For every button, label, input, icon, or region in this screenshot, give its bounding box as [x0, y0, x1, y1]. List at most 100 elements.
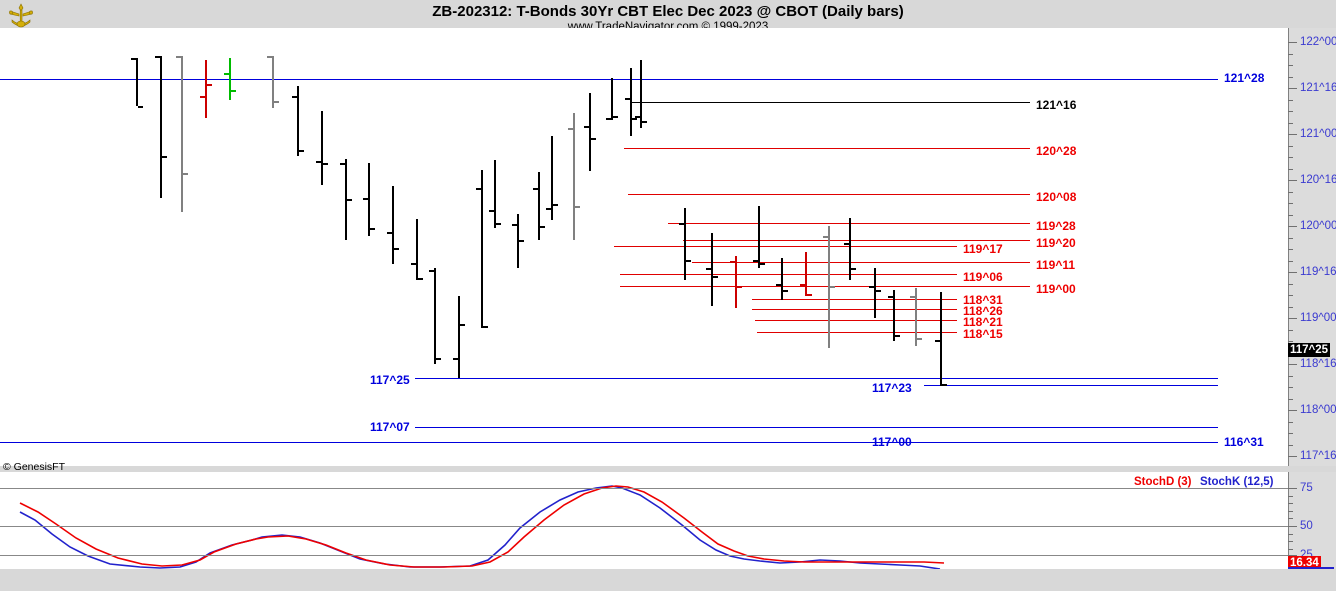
ohlc-open-tick: [706, 268, 711, 270]
level-line[interactable]: [683, 240, 1030, 241]
level-line[interactable]: [415, 378, 1218, 379]
ohlc-close-tick: [737, 286, 742, 288]
level-line[interactable]: [692, 262, 1030, 263]
price-axis-tick: [1288, 226, 1297, 227]
price-axis-minor-tick: [1288, 306, 1293, 308]
price-chart-pane[interactable]: 121^28 121^16 120^28 120^08 119^28 119^20 119^…: [0, 28, 1288, 466]
price-axis-tick: [1288, 318, 1297, 319]
level-line[interactable]: [0, 79, 1218, 80]
ohlc-bar: [458, 296, 460, 378]
ohlc-close-tick: [138, 106, 143, 108]
level-line[interactable]: [628, 194, 1030, 195]
pane-divider: [0, 466, 1336, 472]
ohlc-bar: [481, 170, 483, 328]
ohlc-close-tick: [851, 268, 856, 270]
trade-navigator-logo: [6, 2, 36, 30]
level-line[interactable]: [415, 427, 1218, 428]
ohlc-close-tick: [519, 240, 524, 242]
level-line[interactable]: [757, 332, 957, 333]
level-label: 119^28: [1036, 219, 1076, 233]
date-axis: Aug-23Sep-23Oct-23: [0, 569, 1336, 591]
ohlc-open-tick: [489, 210, 494, 212]
level-line[interactable]: [924, 385, 1218, 386]
price-axis-tick: [1288, 410, 1297, 411]
ohlc-close-tick: [274, 101, 279, 103]
price-axis-line: [1288, 28, 1289, 466]
price-axis-label: 119^16: [1300, 266, 1336, 278]
price-axis-minor-tick: [1288, 283, 1293, 285]
price-axis-tick: [1288, 364, 1297, 365]
price-axis-label: 121^00: [1300, 128, 1336, 140]
ohlc-bar: [915, 288, 917, 346]
ohlc-bar: [205, 60, 207, 118]
ohlc-open-tick: [844, 243, 849, 245]
genesis-copyright: © GenesisFT: [3, 461, 66, 473]
price-axis-minor-tick: [1288, 341, 1293, 342]
ohlc-open-tick: [800, 284, 805, 286]
indicator-axis-minor-tick: [1288, 510, 1293, 512]
stochastic-indicator-pane[interactable]: [0, 472, 1288, 569]
ohlc-open-tick: [429, 270, 434, 272]
price-axis-minor-tick: [1288, 168, 1293, 170]
level-line[interactable]: [624, 148, 1030, 149]
ohlc-open-tick: [316, 161, 321, 163]
ohlc-bar: [849, 218, 851, 280]
level-label: 119^00: [1036, 282, 1076, 296]
ohlc-bar: [828, 226, 830, 348]
stochastic-curves: [19, 485, 945, 569]
price-axis-minor-tick: [1288, 203, 1293, 204]
ohlc-bar: [735, 256, 737, 308]
ohlc-bar: [611, 78, 613, 120]
level-label: 121^28: [1224, 71, 1265, 85]
legend-stochk: StochK (12,5): [1200, 476, 1274, 488]
indicator-axis-label: 50: [1300, 520, 1313, 532]
price-axis-minor-tick: [1288, 387, 1293, 388]
ohlc-close-tick: [713, 276, 718, 278]
ohlc-open-tick: [679, 223, 684, 225]
ohlc-open-tick: [363, 198, 368, 200]
ohlc-close-tick: [460, 324, 465, 326]
price-axis[interactable]: 122^00 121^16 121^00 120^16 120^00 119^16 119^…: [1288, 28, 1336, 584]
stochastic-line: [19, 485, 941, 569]
ohlc-bar: [630, 68, 632, 136]
level-line[interactable]: [752, 299, 957, 300]
price-axis-minor-tick: [1288, 76, 1293, 78]
price-axis-minor-tick: [1288, 421, 1293, 423]
ohlc-open-tick: [292, 96, 297, 98]
level-label: 117^23: [872, 381, 912, 395]
ohlc-bar: [551, 136, 553, 220]
level-label: 119^17: [963, 242, 1003, 256]
ohlc-close-tick: [632, 118, 637, 120]
indicator-axis-minor-tick: [1288, 526, 1293, 527]
level-line[interactable]: [620, 286, 1030, 287]
ohlc-close-tick: [830, 286, 835, 288]
price-axis-minor-tick: [1288, 65, 1293, 66]
price-axis-label: 121^16: [1300, 82, 1336, 94]
level-line[interactable]: [0, 442, 1218, 443]
level-label: 118^26: [963, 304, 1003, 318]
ohlc-close-tick: [183, 173, 188, 175]
ohlc-close-tick: [575, 206, 580, 208]
ohlc-open-tick: [888, 296, 893, 298]
ohlc-close-tick: [783, 290, 788, 292]
ohlc-bar: [874, 268, 876, 318]
level-label: 119^06: [963, 270, 1003, 284]
level-line[interactable]: [755, 320, 957, 321]
price-axis-minor-tick: [1288, 237, 1293, 239]
level-line[interactable]: [630, 102, 1030, 103]
ohlc-bar: [297, 86, 299, 156]
indicator-axis[interactable]: 75 50 25 16.34: [1288, 472, 1336, 571]
ohlc-close-tick: [299, 150, 304, 152]
price-axis-minor-tick: [1288, 375, 1293, 377]
price-axis-minor-tick: [1288, 295, 1293, 296]
ohlc-close-tick: [686, 260, 691, 262]
level-line[interactable]: [752, 309, 957, 310]
ohlc-open-tick: [512, 224, 517, 226]
level-line[interactable]: [614, 246, 957, 247]
level-label: 120^08: [1036, 190, 1077, 204]
price-axis-label: 117^16: [1300, 450, 1336, 462]
indicator-axis-tick: [1288, 555, 1297, 556]
price-axis-tick: [1288, 272, 1297, 273]
ohlc-open-tick: [340, 163, 345, 165]
level-line[interactable]: [620, 274, 957, 275]
